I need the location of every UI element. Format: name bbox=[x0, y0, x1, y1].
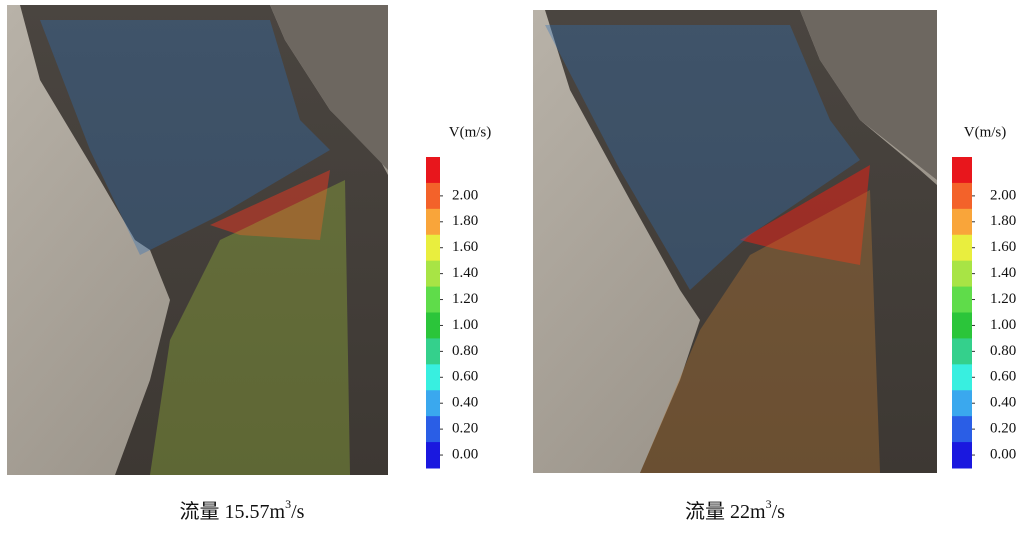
colorbar-tick-label: 0.60 bbox=[990, 369, 1016, 385]
colorbar-tick-label: 0.80 bbox=[990, 343, 1016, 359]
colorbar-tick-label: 1.20 bbox=[452, 291, 478, 307]
colorbar-tick-label: 1.20 bbox=[990, 291, 1016, 307]
colorbar-tick-label: 0.80 bbox=[452, 343, 478, 359]
colorbar-tick-label: 1.40 bbox=[452, 265, 478, 281]
colorbar-band bbox=[952, 364, 972, 391]
colorbar-title: V(m/s) bbox=[449, 124, 492, 140]
colorbar-tick-label: 1.60 bbox=[990, 239, 1016, 255]
colorbar-band bbox=[952, 286, 972, 313]
colorbar-band bbox=[952, 182, 972, 210]
colorbar-band bbox=[952, 416, 972, 443]
colorbar-tick-label: 1.80 bbox=[452, 213, 478, 229]
caption-text: 流量 22m bbox=[685, 500, 766, 523]
caption-text: 流量 15.57m bbox=[180, 500, 286, 523]
colorbar-tick-label: 0.00 bbox=[990, 446, 1016, 462]
colorbar-tick-label: 0.40 bbox=[990, 395, 1016, 411]
colorbar-band bbox=[426, 234, 440, 262]
colorbar-band bbox=[426, 286, 440, 313]
colorbar-band bbox=[952, 208, 972, 236]
colorbar-tick-label: 0.20 bbox=[990, 421, 1016, 437]
colorbar-tick-label: 0.40 bbox=[452, 395, 478, 411]
colorbar-band bbox=[952, 390, 972, 417]
colorbar-band bbox=[426, 416, 440, 443]
colorbar-band bbox=[952, 260, 972, 288]
colorbar-tick-label: 1.40 bbox=[990, 265, 1016, 281]
colorbar-band bbox=[426, 442, 440, 469]
colorbar-title: V(m/s) bbox=[964, 124, 1007, 140]
caption-unit: /s bbox=[772, 501, 786, 523]
colorbar-band bbox=[952, 157, 972, 184]
colorbar-tick-label: 1.60 bbox=[452, 239, 478, 255]
colorbar-band bbox=[952, 338, 972, 365]
caption-superscript: 3 bbox=[766, 497, 772, 511]
colorbar-tick-label: 2.00 bbox=[452, 187, 478, 203]
caption: 流量 22m3/s bbox=[685, 497, 785, 523]
colorbar-tick-label: 0.00 bbox=[452, 446, 478, 462]
colorbar-band bbox=[426, 338, 440, 365]
flow-photo bbox=[7, 5, 388, 475]
colorbar-band bbox=[426, 208, 440, 236]
panels: V(m/s) 2.00 1.80 1.60 1.40 1.20 1.00 0.80 0.60 0.… bbox=[180, 124, 1017, 522]
colorbar-tick-label: 1.00 bbox=[452, 317, 478, 333]
colorbar-band bbox=[426, 312, 440, 339]
colorbar-band bbox=[426, 390, 440, 417]
colorbar-tick-label: 1.80 bbox=[990, 213, 1016, 229]
caption: 流量 15.57m3/s bbox=[180, 497, 305, 523]
caption-unit: /s bbox=[291, 501, 305, 523]
colorbar-tick-label: 0.20 bbox=[452, 421, 478, 437]
colorbar-band bbox=[952, 312, 972, 339]
colorbar-tick-label: 0.60 bbox=[452, 369, 478, 385]
colorbar-band bbox=[952, 234, 972, 262]
colorbar-band bbox=[952, 442, 972, 469]
colorbar-band bbox=[426, 364, 440, 391]
caption-superscript: 3 bbox=[285, 497, 291, 511]
colorbar-tick-label: 1.00 bbox=[990, 317, 1016, 333]
colorbar-band bbox=[426, 157, 440, 184]
flow-photo bbox=[533, 10, 937, 473]
colorbar-band bbox=[426, 260, 440, 288]
colorbar-tick-label: 2.00 bbox=[990, 187, 1016, 203]
colorbar-band bbox=[426, 182, 440, 210]
